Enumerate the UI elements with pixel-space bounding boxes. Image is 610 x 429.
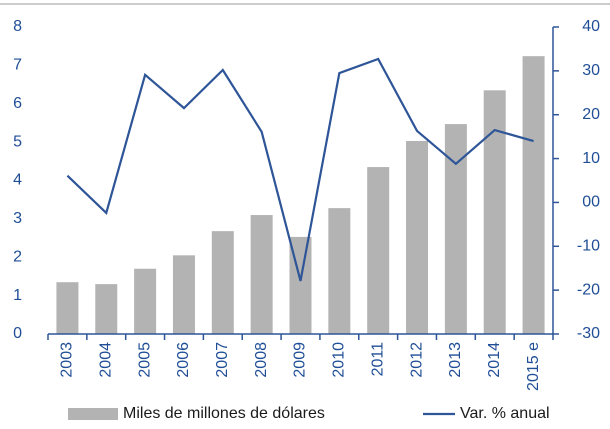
bar (367, 167, 390, 334)
bar (328, 208, 351, 334)
y2-tick-label: -10 (577, 238, 600, 255)
bar (56, 282, 79, 334)
x-tick-label: 2013 (447, 342, 464, 378)
bar (211, 231, 234, 334)
x-tick-label: 2010 (331, 342, 348, 378)
x-tick-label: 2011 (369, 342, 386, 377)
bar (172, 255, 195, 334)
y-tick-label: 2 (13, 248, 22, 265)
x-tick-label: 2009 (292, 342, 309, 378)
legend-label: Miles de millones de dólares (123, 405, 325, 422)
y2-tick-label: 30 (582, 62, 600, 79)
y-tick-label: 3 (13, 210, 22, 227)
x-tick-label: 2005 (136, 342, 153, 378)
bar (134, 268, 157, 334)
bar (95, 284, 118, 334)
y2-tick-label: -20 (577, 281, 600, 298)
line (66, 57, 534, 282)
bar (522, 56, 545, 334)
x-tick-label: 2004 (97, 342, 114, 378)
x-tick-label: 2014 (486, 342, 503, 378)
y-tick-label: 8 (13, 18, 22, 35)
x-tick-label: 2012 (408, 342, 425, 378)
y2-tick-label: -30 (577, 325, 600, 342)
x-tick-label: 2006 (175, 342, 192, 378)
y-tick-label: 4 (13, 172, 22, 189)
legend-swatch (68, 408, 118, 420)
x-tick-label: 2003 (59, 342, 76, 378)
y2-tick-label: 10 (582, 150, 600, 167)
legend-label: Var. % anual (460, 405, 550, 422)
bar (406, 140, 429, 334)
bar (250, 215, 273, 334)
y-tick-label: 5 (13, 133, 22, 150)
y2-tick-label: 00 (582, 194, 600, 211)
x-tick-label: 2008 (253, 342, 270, 378)
y-tick-label: 1 (13, 287, 22, 304)
y2-tick-label: 20 (582, 106, 600, 123)
y2-tick-label: 40 (582, 18, 600, 35)
bar (483, 90, 506, 334)
x-tick-label: 2007 (214, 342, 231, 378)
y-tick-label: 7 (13, 57, 22, 74)
y-tick-label: 0 (13, 325, 22, 342)
bar (444, 124, 467, 335)
x-tick-label: 2015 e (525, 342, 542, 391)
y-tick-label: 6 (13, 95, 22, 112)
